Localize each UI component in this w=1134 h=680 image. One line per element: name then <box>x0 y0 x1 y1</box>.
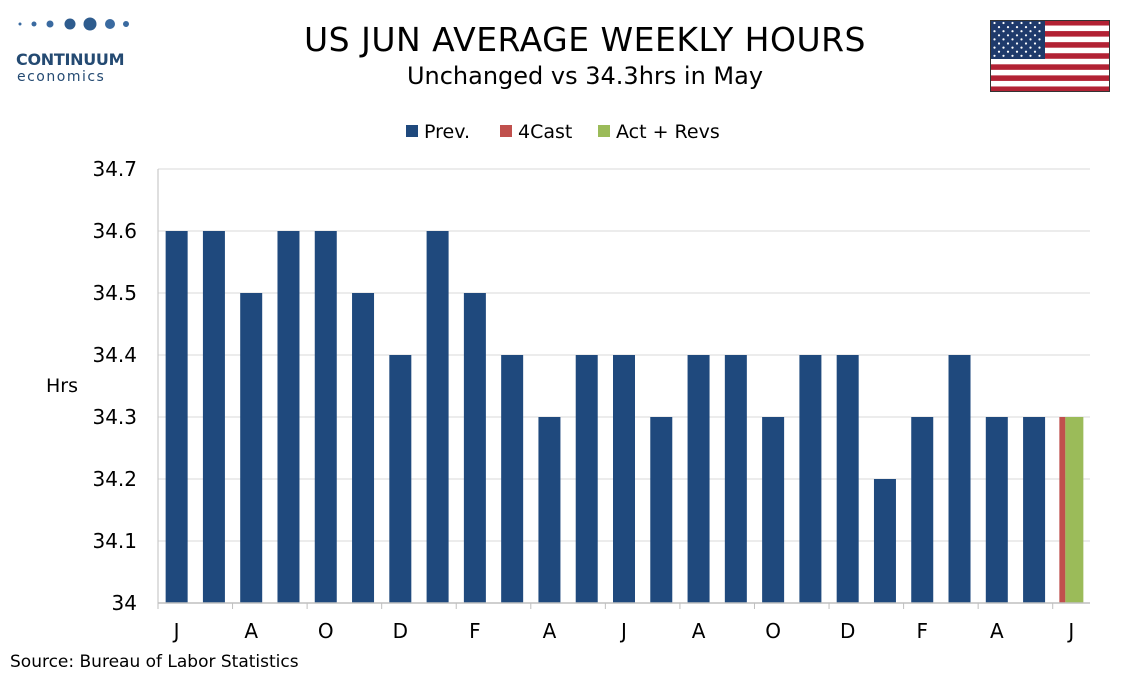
bar-prev- <box>463 293 486 603</box>
y-axis-label: Hrs <box>46 375 78 397</box>
bar-prev- <box>202 231 225 603</box>
bar-prev- <box>538 417 561 603</box>
y-tick-label: 34.5 <box>92 281 137 305</box>
y-tick-label: 34.3 <box>92 405 137 429</box>
chart-subtitle: Unchanged vs 34.3hrs in May <box>406 62 764 90</box>
bar-prev- <box>613 355 635 603</box>
x-tick-label: D <box>393 619 408 643</box>
bar-prev- <box>277 231 300 603</box>
bar-4cast <box>1059 417 1066 603</box>
x-tick-label: A <box>692 619 706 643</box>
bar-prev- <box>501 355 524 603</box>
logo-text-main: CONTINUUM <box>16 50 125 69</box>
legend-label: Act + Revs <box>616 121 720 143</box>
y-tick-label: 34.6 <box>92 219 137 243</box>
bar-prev- <box>314 231 337 603</box>
bar-prev- <box>799 355 822 603</box>
bar-prev- <box>724 355 747 603</box>
bar-prev- <box>948 355 971 603</box>
y-tick-label: 34.4 <box>92 343 137 367</box>
chart-title: US JUN AVERAGE WEEKLY HOURS <box>304 20 866 59</box>
bar-prev- <box>836 355 859 603</box>
bar-act-revs <box>1065 417 1084 603</box>
y-tick-label: 34.7 <box>92 157 137 181</box>
bar-prev- <box>165 231 188 603</box>
bars <box>165 231 1084 603</box>
bar-prev- <box>873 479 896 603</box>
y-tick-label: 34.2 <box>92 467 137 491</box>
bar-prev- <box>426 231 449 603</box>
x-tick-label: O <box>318 619 334 643</box>
bar-prev- <box>389 355 412 603</box>
bar-prev- <box>985 417 1008 603</box>
legend-swatch <box>406 125 418 137</box>
x-tick-label: F <box>916 619 928 643</box>
bar-prev- <box>1023 417 1046 603</box>
x-tick-label: J <box>619 619 627 643</box>
bar-prev- <box>911 417 934 603</box>
y-tick-label: 34.1 <box>92 529 137 553</box>
legend-label: 4Cast <box>518 121 572 143</box>
legend-label: Prev. <box>424 121 470 143</box>
us-flag-icon <box>990 20 1110 92</box>
x-tick-label: J <box>1066 619 1074 643</box>
x-tick-label: A <box>244 619 258 643</box>
axes: 34 34.1 34.2 34.3 34.4 34.5 34.6 34.7 J A O D F A J A O D… <box>92 157 1090 643</box>
bar-prev- <box>650 417 673 603</box>
x-tick-label: J <box>172 619 180 643</box>
x-tick-label: D <box>840 619 855 643</box>
bar-prev- <box>762 417 785 603</box>
bar-prev- <box>240 293 263 603</box>
bar-prev- <box>352 293 375 603</box>
source-note: Source: Bureau of Labor Statistics <box>10 652 299 672</box>
logo-text-sub: economics <box>17 69 106 85</box>
logo-dots-icon <box>18 17 129 31</box>
bar-prev- <box>687 355 710 603</box>
x-tick-label: A <box>543 619 557 643</box>
y-tick-label: 34 <box>112 591 137 615</box>
x-tick-label: F <box>469 619 481 643</box>
continuum-economics-logo: CONTINUUM economics <box>14 14 134 85</box>
legend: Prev. 4Cast Act + Revs <box>406 121 720 143</box>
legend-swatch <box>500 125 512 137</box>
x-tick-label: O <box>765 619 781 643</box>
legend-swatch <box>598 125 610 137</box>
x-tick-label: A <box>990 619 1004 643</box>
bar-prev- <box>575 355 598 603</box>
